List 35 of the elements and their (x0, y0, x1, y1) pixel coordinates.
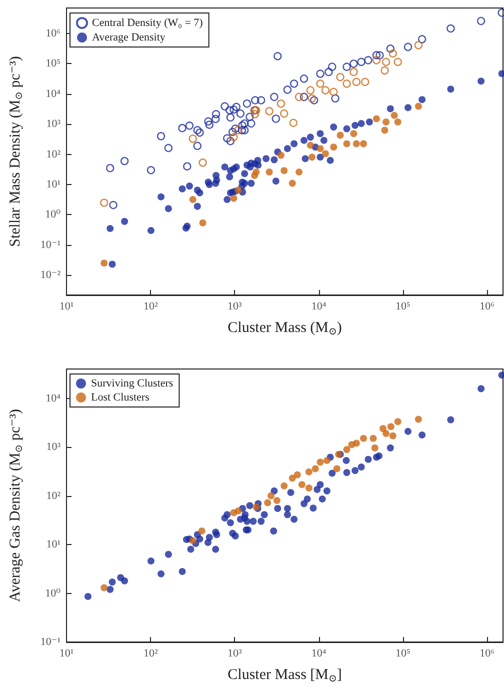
x-tick-label: 10⁶ (480, 648, 495, 660)
y-tick-label: 10⁴ (46, 392, 61, 404)
x-tick-label: 10² (143, 300, 158, 312)
y-tick-label: 10⁻¹ (40, 238, 60, 251)
x-tick-label: 10¹ (59, 300, 74, 312)
y-tick-label: 10⁰ (45, 587, 62, 600)
y-tick-label: 10¹ (46, 178, 60, 191)
y-tick-label: 10¹ (46, 538, 60, 551)
y-axis-title: Stellar Mass Density (M⊙ pc⁻³) (8, 56, 25, 247)
x-tick-label: 10⁴ (311, 648, 326, 660)
x-axis-title: Cluster Mass [M⊙] (228, 667, 342, 684)
x-tick-label: 10⁵ (395, 300, 410, 312)
y-tick-label: 10⁴ (46, 88, 61, 100)
y-tick-label: 10³ (46, 441, 62, 454)
x-tick-label: 10² (143, 648, 158, 660)
y-tick-label: 10² (46, 148, 62, 160)
y-tick-label: 10² (46, 490, 62, 502)
x-tick-label: 10³ (228, 648, 243, 660)
y-tick-label: 10⁻¹ (40, 636, 60, 648)
y-tick-label: 10⁻² (40, 269, 62, 282)
x-axis-title: Cluster Mass (M⊙) (228, 320, 342, 338)
legend-label: Surviving Clusters (91, 378, 174, 390)
legend-label: Average Density (92, 32, 166, 44)
y-tick-label: 10⁵ (46, 58, 61, 70)
legend-label: Lost Clusters (91, 392, 150, 404)
x-tick-label: 10⁴ (311, 300, 326, 312)
y-axis-title: Average Gas Density (M⊙ pc⁻³) (8, 409, 25, 602)
x-tick-label: 10³ (228, 300, 243, 312)
legend-label: Central Density (W₀ = 7) (92, 17, 204, 29)
y-tick-label: 10⁶ (46, 28, 61, 40)
x-tick-label: 10¹ (59, 648, 74, 660)
y-tick-label: 10⁰ (45, 208, 62, 221)
x-tick-label: 10⁶ (480, 300, 495, 312)
y-tick-label: 10³ (46, 118, 62, 130)
x-tick-label: 10⁵ (395, 648, 410, 660)
